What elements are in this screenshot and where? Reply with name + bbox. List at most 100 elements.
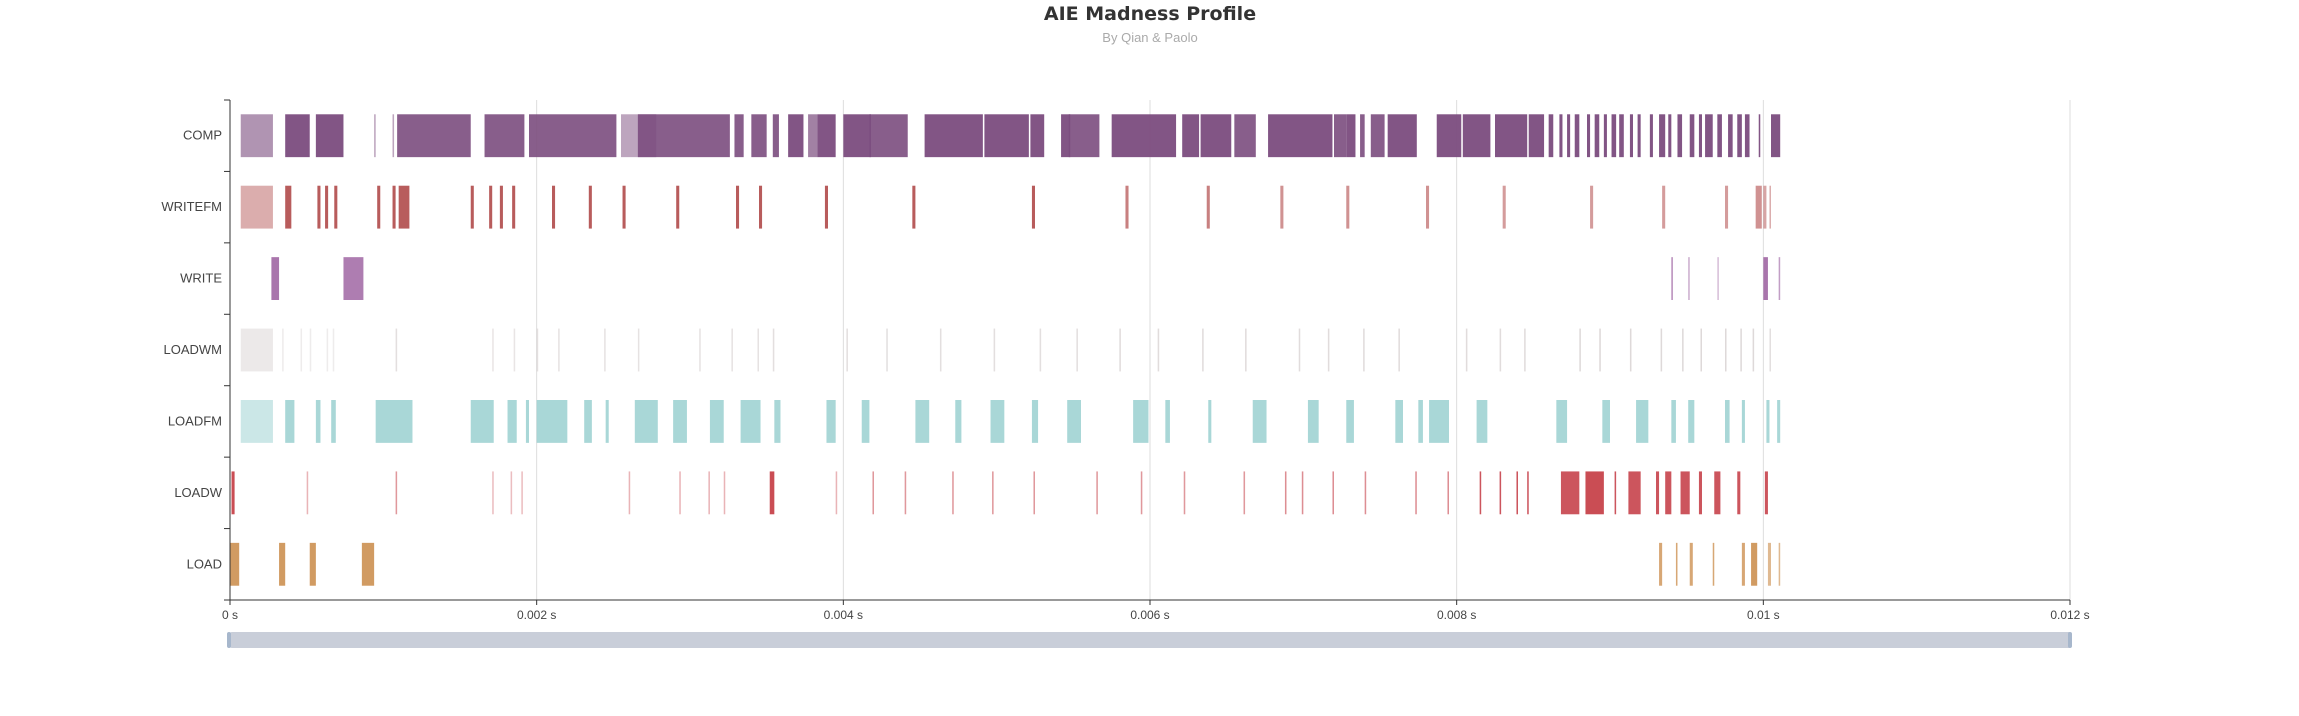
zoom-slider-track[interactable] <box>230 632 2071 648</box>
time-zoom-slider[interactable] <box>227 632 2072 648</box>
interval-loadw[interactable] <box>1364 471 1367 515</box>
interval-loadw[interactable] <box>231 471 235 515</box>
interval-loadwm[interactable] <box>395 328 398 372</box>
interval-loadwm[interactable] <box>731 328 733 372</box>
interval-comp[interactable] <box>984 114 1029 158</box>
interval-loadw[interactable] <box>395 471 398 515</box>
interval-writefm[interactable] <box>622 185 626 229</box>
interval-writefm[interactable] <box>552 185 556 229</box>
interval-loadw[interactable] <box>1447 471 1449 515</box>
interval-loadw[interactable] <box>1284 471 1287 515</box>
interval-comp[interactable] <box>1771 114 1781 158</box>
interval-loadfm[interactable] <box>826 400 836 443</box>
interval-comp[interactable] <box>1528 114 1545 158</box>
interval-loadwm[interactable] <box>536 328 539 372</box>
interval-comp[interactable] <box>1436 114 1462 158</box>
interval-loadfm[interactable] <box>1133 400 1149 443</box>
interval-loadw[interactable] <box>1332 471 1334 515</box>
interval-comp[interactable] <box>529 114 617 158</box>
interval-loadw[interactable] <box>1301 471 1304 515</box>
interval-writefm[interactable] <box>240 185 273 229</box>
interval-loadw[interactable] <box>1665 471 1672 515</box>
interval-comp[interactable] <box>772 114 779 158</box>
interval-comp[interactable] <box>1758 114 1761 158</box>
interval-load[interactable] <box>279 542 286 586</box>
interval-write[interactable] <box>271 257 280 300</box>
interval-comp[interactable] <box>869 114 908 158</box>
interval-comp[interactable] <box>788 114 804 158</box>
interval-loadwm[interactable] <box>1245 328 1247 372</box>
interval-loadwm[interactable] <box>1398 328 1400 372</box>
interval-comp[interactable] <box>1334 114 1347 158</box>
interval-writefm[interactable] <box>470 185 474 229</box>
interval-loadwm[interactable] <box>637 328 640 372</box>
interval-writefm[interactable] <box>1755 185 1762 229</box>
interval-comp[interactable] <box>392 114 395 158</box>
interval-comp[interactable] <box>1717 114 1722 158</box>
interval-loadwm[interactable] <box>1298 328 1301 372</box>
interval-loadfm[interactable] <box>1741 400 1745 443</box>
interval-loadwm[interactable] <box>332 328 335 372</box>
interval-comp[interactable] <box>484 114 525 158</box>
interval-loadw[interactable] <box>1764 471 1768 515</box>
interval-comp[interactable] <box>1567 114 1571 158</box>
interval-comp[interactable] <box>1744 114 1750 158</box>
interval-write[interactable] <box>343 257 364 300</box>
interval-comp[interactable] <box>924 114 983 158</box>
interval-comp[interactable] <box>1360 114 1365 158</box>
interval-loadw[interactable] <box>1698 471 1702 515</box>
interval-loadw[interactable] <box>835 471 838 515</box>
interval-comp[interactable] <box>1594 114 1600 158</box>
interval-loadw[interactable] <box>952 471 954 515</box>
interval-loadw[interactable] <box>306 471 309 515</box>
interval-load[interactable] <box>1689 542 1693 586</box>
interval-load[interactable] <box>1675 542 1678 586</box>
zoom-handle-right[interactable] <box>2068 632 2072 648</box>
interval-comp[interactable] <box>1689 114 1695 158</box>
interval-loadwm[interactable] <box>1039 328 1042 372</box>
interval-loadwm[interactable] <box>1725 328 1727 372</box>
interval-loadfm[interactable] <box>331 400 336 443</box>
interval-loadfm[interactable] <box>861 400 870 443</box>
interval-loadw[interactable] <box>1499 471 1502 515</box>
interval-comp[interactable] <box>1111 114 1177 158</box>
interval-comp[interactable] <box>374 114 376 158</box>
interval-loadw[interactable] <box>1033 471 1035 515</box>
interval-writefm[interactable] <box>489 185 493 229</box>
interval-comp[interactable] <box>1705 114 1713 158</box>
interval-comp[interactable] <box>1659 114 1666 158</box>
interval-comp[interactable] <box>1200 114 1232 158</box>
interval-writefm[interactable] <box>824 185 828 229</box>
interval-loadw[interactable] <box>1140 471 1143 515</box>
interval-writefm[interactable] <box>676 185 680 229</box>
interval-loadw[interactable] <box>679 471 681 515</box>
interval-write[interactable] <box>1671 257 1673 300</box>
interval-writefm[interactable] <box>499 185 503 229</box>
interval-loadwm[interactable] <box>282 328 284 372</box>
interval-loadfm[interactable] <box>1252 400 1267 443</box>
interval-comp[interactable] <box>1698 114 1702 158</box>
interval-loadw[interactable] <box>1183 471 1186 515</box>
interval-comp[interactable] <box>1182 114 1200 158</box>
interval-loadfm[interactable] <box>1208 400 1212 443</box>
interval-loadw[interactable] <box>1614 471 1617 515</box>
interval-loadwm[interactable] <box>1327 328 1330 372</box>
interval-writefm[interactable] <box>1031 185 1035 229</box>
interval-writefm[interactable] <box>736 185 740 229</box>
interval-load[interactable] <box>230 542 240 586</box>
interval-writefm[interactable] <box>1206 185 1210 229</box>
interval-loadwm[interactable] <box>1740 328 1742 372</box>
interval-loadwm[interactable] <box>699 328 701 372</box>
interval-loadfm[interactable] <box>990 400 1005 443</box>
interval-writefm[interactable] <box>1763 185 1767 229</box>
interval-loadw[interactable] <box>1516 471 1518 515</box>
zoom-handle-left[interactable] <box>227 632 231 648</box>
interval-comp[interactable] <box>734 114 744 158</box>
interval-loadw[interactable] <box>1415 471 1417 515</box>
interval-write[interactable] <box>1688 257 1690 300</box>
interval-comp[interactable] <box>1370 114 1385 158</box>
interval-loadw[interactable] <box>1243 471 1246 515</box>
interval-loadwm[interactable] <box>1076 328 1078 372</box>
interval-comp[interactable] <box>1637 114 1641 158</box>
interval-comp[interactable] <box>1462 114 1491 158</box>
